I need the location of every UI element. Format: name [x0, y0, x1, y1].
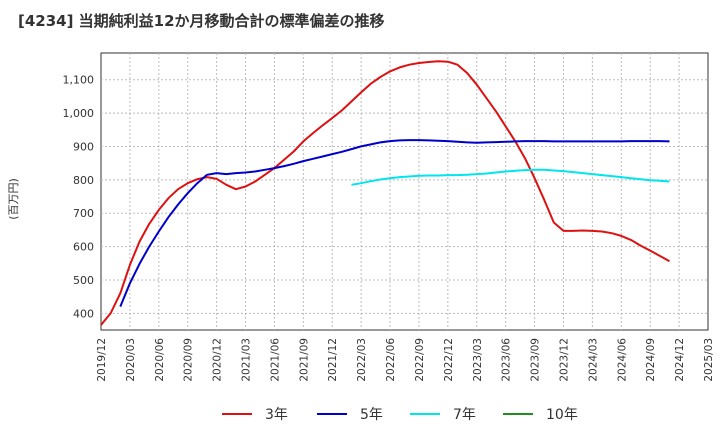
x-tick-label: 2021/03	[241, 338, 253, 382]
x-tick-label: 2022/12	[443, 338, 455, 382]
y-axis-label: (百万円)	[7, 178, 20, 220]
x-tick-label: 2024/03	[587, 338, 599, 382]
x-tick-label: 2023/12	[558, 338, 570, 382]
x-tick-label: 2020/12	[212, 338, 224, 382]
series-line-1	[119, 139, 670, 307]
x-tick-label: 2020/06	[154, 338, 166, 382]
x-tick-label: 2023/03	[472, 338, 484, 382]
legend-label-2: 7年	[453, 407, 476, 423]
chart-title: [4234] 当期純利益12か月移動合計の標準偏差の推移	[18, 12, 385, 30]
x-tick-label: 2022/09	[414, 338, 426, 382]
legend-label-0: 3年	[265, 407, 288, 423]
x-tick-label: 2021/06	[269, 338, 281, 382]
x-tick-label: 2019/12	[96, 338, 108, 382]
legend: 3年 5年 7年 10年	[222, 407, 578, 423]
x-tick-label: 2024/06	[616, 338, 628, 382]
y-tick-label: 1,100	[63, 74, 95, 87]
series-lines	[100, 60, 670, 326]
x-tick-label: 2023/09	[530, 338, 542, 382]
x-tick-label: 2025/03	[703, 338, 715, 382]
x-tick-label: 2022/03	[356, 338, 368, 382]
x-tick-label: 2020/09	[183, 338, 195, 382]
x-tick-label: 2021/12	[327, 338, 339, 382]
y-tick-label: 400	[73, 307, 94, 320]
y-tick-label: 900	[73, 140, 94, 153]
x-tick-label: 2020/03	[125, 338, 137, 382]
plot-area	[100, 52, 709, 331]
y-tick-label: 700	[73, 207, 94, 220]
x-tick-label: 2022/06	[385, 338, 397, 382]
x-tick-label: 2024/12	[674, 338, 686, 382]
x-tick-label: 2023/06	[501, 338, 513, 382]
y-axis-ticks: 400 500 600 700 800 900 1,000 1,100	[63, 74, 95, 321]
y-tick-label: 500	[73, 274, 94, 287]
x-tick-label: 2021/09	[298, 338, 310, 382]
y-tick-label: 800	[73, 174, 94, 187]
x-tick-label: 2024/09	[645, 338, 657, 382]
y-tick-label: 1,000	[63, 107, 95, 120]
y-tick-label: 600	[73, 241, 94, 254]
series-line-0	[100, 60, 670, 326]
legend-label-1: 5年	[360, 407, 383, 423]
legend-label-3: 10年	[546, 407, 578, 423]
x-axis-ticks: 2019/12 2020/03 2020/06 2020/09 2020/12 2021/…	[96, 338, 715, 382]
series-line-2	[351, 168, 670, 186]
